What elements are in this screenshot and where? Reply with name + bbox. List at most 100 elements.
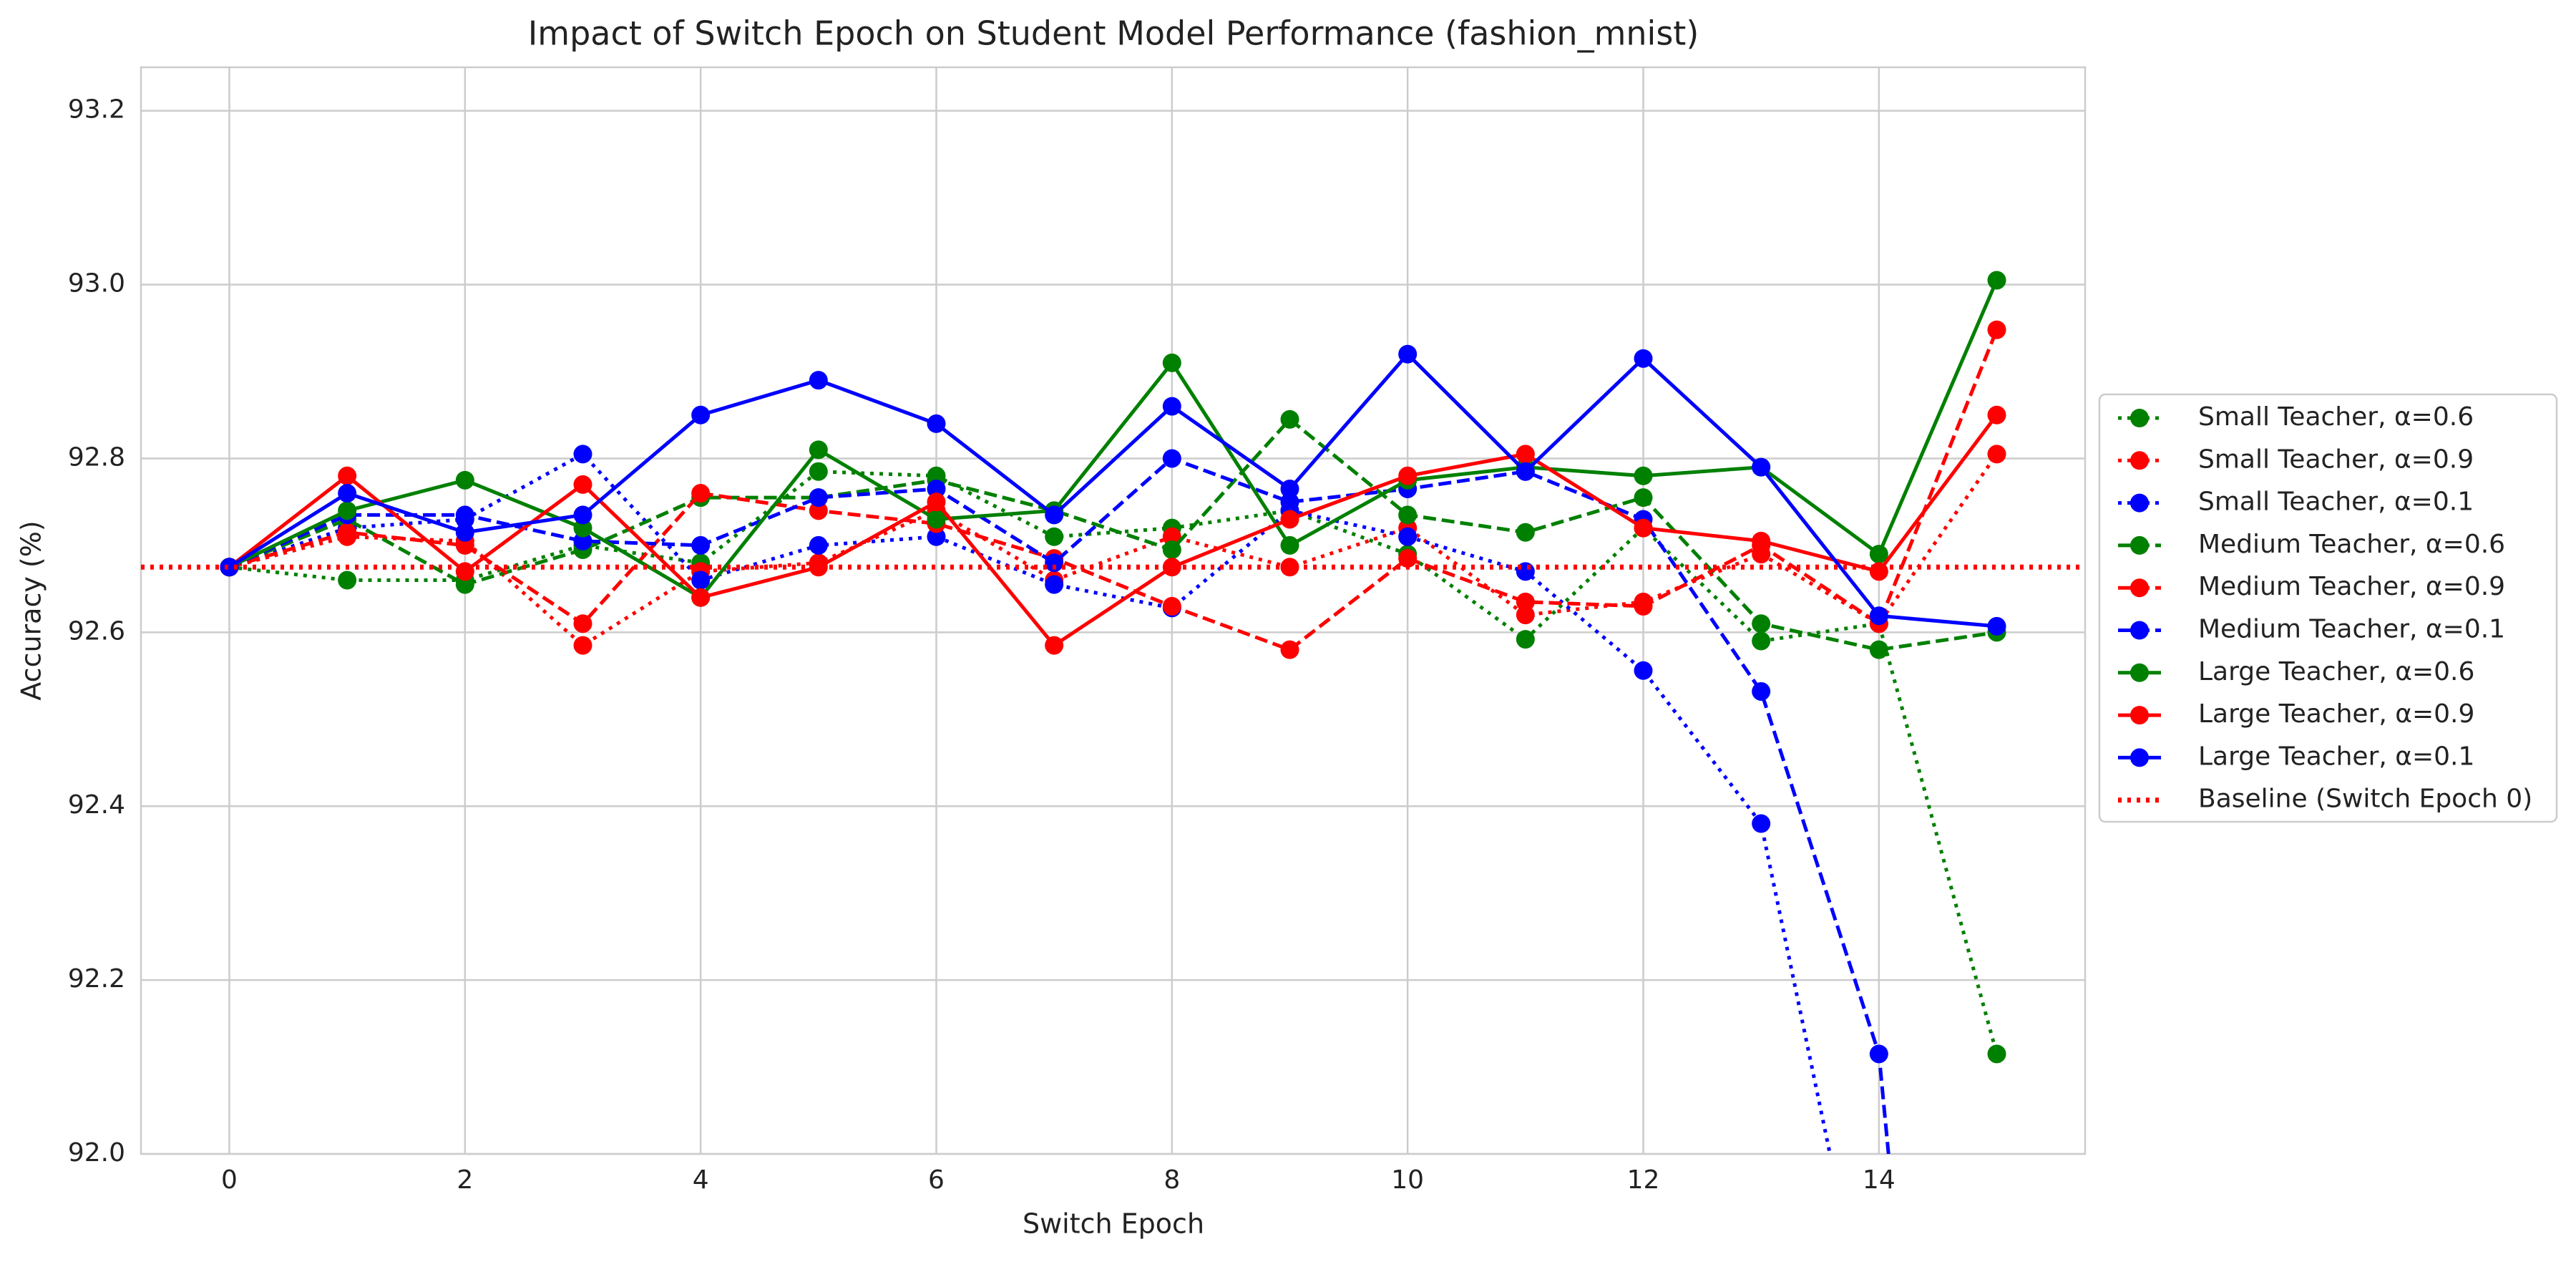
data-point — [1045, 553, 1064, 573]
data-point — [809, 371, 828, 390]
data-point — [455, 523, 474, 542]
data-point — [809, 462, 828, 481]
data-point — [1987, 405, 2006, 424]
data-point — [1162, 449, 1181, 468]
data-point — [1987, 616, 2006, 636]
data-point — [1398, 505, 1418, 525]
data-point — [1280, 479, 1299, 498]
data-point — [1869, 606, 1888, 626]
data-point — [1634, 518, 1653, 538]
data-point — [809, 558, 828, 577]
legend-marker — [2130, 621, 2149, 640]
legend-marker — [2130, 535, 2149, 555]
plot-area — [140, 66, 2087, 1155]
legend-label: Small Teacher, α=0.6 — [2198, 402, 2474, 432]
data-point — [1398, 466, 1418, 485]
data-point — [1280, 535, 1299, 555]
data-point — [573, 475, 592, 494]
data-point — [1045, 527, 1064, 546]
data-point — [1398, 344, 1418, 364]
y-tick-label: 92.6 — [68, 616, 125, 646]
data-point — [1516, 630, 1535, 649]
legend-label: Medium Teacher, α=0.1 — [2198, 615, 2505, 644]
data-point — [573, 518, 592, 538]
series-line — [228, 351, 1997, 628]
x-tick-label: 14 — [1863, 1165, 1896, 1195]
data-point — [338, 523, 357, 542]
legend-marker — [2130, 748, 2149, 767]
plot-lines — [141, 271, 2085, 1154]
data-point — [573, 636, 592, 655]
data-point — [1752, 631, 1771, 651]
data-point — [1634, 488, 1653, 508]
legend-label: Medium Teacher, α=0.9 — [2198, 572, 2505, 601]
data-point — [338, 571, 357, 590]
data-point — [1045, 505, 1064, 525]
chart-title: Impact of Switch Epoch on Student Model … — [528, 14, 1699, 53]
data-point — [1045, 636, 1064, 655]
data-point — [927, 414, 946, 433]
data-point — [1516, 606, 1535, 625]
data-point — [1045, 575, 1064, 594]
data-point — [691, 588, 711, 607]
data-point — [1516, 462, 1535, 481]
data-point — [1280, 492, 1299, 512]
x-axis-label: Switch Epoch — [1023, 1208, 1204, 1240]
y-tick-label: 93.0 — [68, 269, 125, 298]
data-point — [691, 484, 711, 503]
x-tick-label: 12 — [1627, 1165, 1660, 1195]
y-tick-label: 92.2 — [68, 964, 125, 994]
data-point — [691, 571, 711, 590]
y-axis-label: Accuracy (%) — [16, 520, 47, 700]
data-point — [1987, 445, 2006, 464]
data-point — [1634, 596, 1653, 616]
y-tick-label: 92.4 — [68, 790, 125, 820]
legend-label: Large Teacher, α=0.1 — [2198, 742, 2474, 771]
legend-marker — [2130, 451, 2149, 470]
legend-label: Large Teacher, α=0.6 — [2198, 657, 2474, 686]
data-point — [1752, 614, 1771, 634]
data-point — [691, 405, 711, 424]
data-point — [1280, 409, 1299, 429]
data-point — [573, 614, 592, 634]
data-point — [1752, 457, 1771, 477]
data-point — [338, 484, 357, 503]
data-point — [220, 558, 239, 577]
legend-label: Small Teacher, α=0.1 — [2198, 487, 2474, 517]
data-point — [1516, 523, 1535, 542]
data-point — [1869, 1044, 1888, 1064]
data-point — [573, 505, 592, 525]
data-point — [927, 479, 946, 498]
data-point — [809, 501, 828, 520]
data-point — [1162, 527, 1181, 546]
x-tick-label: 10 — [1391, 1165, 1424, 1195]
legend-label: Large Teacher, α=0.9 — [2198, 699, 2474, 729]
x-tick-label: 6 — [928, 1165, 945, 1195]
y-tick-label: 93.2 — [68, 95, 125, 125]
legend-label: Medium Teacher, α=0.6 — [2198, 530, 2505, 559]
data-point — [1634, 349, 1653, 368]
data-point — [1162, 353, 1181, 372]
legend-marker — [2130, 578, 2149, 598]
data-point — [1162, 540, 1181, 559]
legend-label: Small Teacher, α=0.9 — [2198, 445, 2474, 474]
data-point — [455, 505, 474, 525]
data-point — [691, 535, 711, 555]
legend-marker — [2130, 663, 2149, 682]
series-line — [228, 414, 1999, 648]
legend-marker — [2130, 409, 2149, 427]
legend-marker — [2130, 493, 2149, 513]
data-point — [1162, 596, 1181, 616]
data-point — [1280, 558, 1299, 577]
series-line — [229, 470, 1999, 1055]
data-point — [1752, 531, 1771, 550]
x-tick-label: 4 — [693, 1165, 709, 1195]
data-point — [1987, 1044, 2006, 1064]
data-point — [927, 527, 946, 546]
data-point — [1398, 549, 1418, 568]
data-point — [1162, 397, 1181, 416]
legend-marker — [2130, 706, 2149, 725]
data-point — [1280, 640, 1299, 659]
data-point — [1280, 510, 1299, 529]
